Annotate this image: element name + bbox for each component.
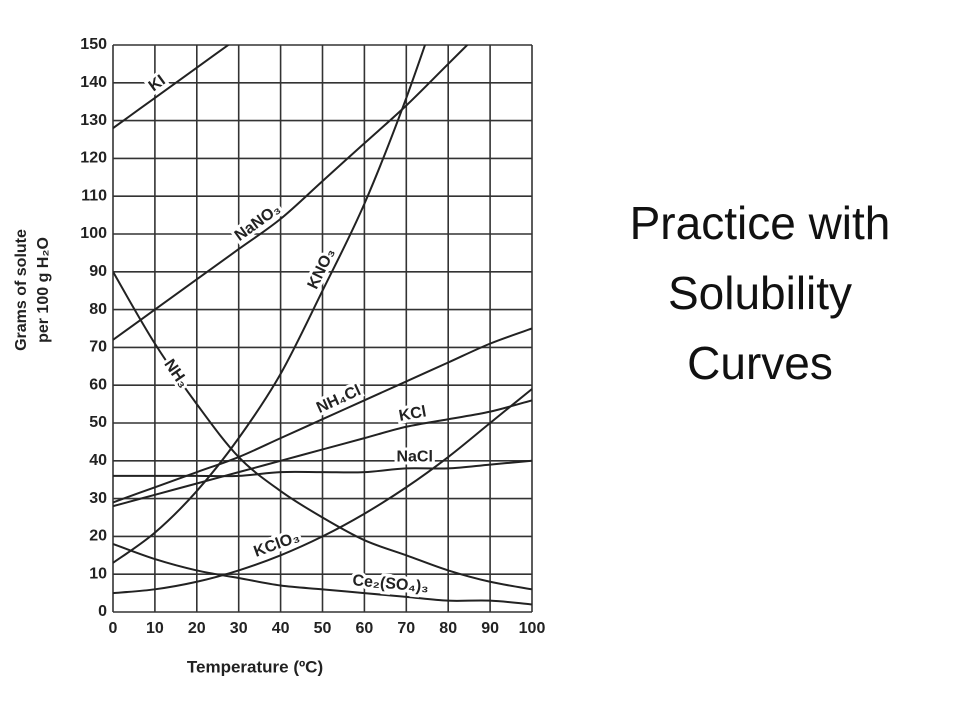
curve (113, 45, 469, 341)
y-axis-label: per 100 g H₂O (35, 237, 52, 343)
y-tick-label: 90 (89, 263, 107, 280)
x-axis-label: Temperature (ºC) (187, 657, 323, 676)
y-tick-label: 140 (80, 74, 107, 91)
x-tick-label: 50 (314, 620, 332, 637)
y-tick-label: 110 (81, 187, 107, 204)
chart: 0 10 20 30 40 50 60 70 80 90 100 110 120 130 140 150 0 10… (13, 36, 546, 676)
x-tick-label: 30 (230, 620, 248, 637)
x-tick-label: 100 (519, 620, 546, 637)
y-tick-label: 0 (98, 603, 107, 620)
x-tick-label: 20 (188, 620, 206, 637)
curve (113, 45, 230, 129)
y-tick-label: 30 (89, 490, 107, 507)
curve-label: KCl (398, 403, 428, 425)
curve (113, 543, 532, 606)
y-axis-label: Grams of solute (13, 229, 30, 351)
y-tick-label: 10 (89, 565, 107, 582)
y-tick-label: 150 (80, 36, 107, 53)
x-tick-label: 40 (272, 620, 290, 637)
y-tick-label: 60 (89, 376, 107, 393)
y-tick-label: 20 (89, 528, 107, 545)
x-tick-label: 0 (109, 620, 118, 637)
curve (113, 388, 532, 595)
y-tick-label: 80 (89, 301, 107, 318)
curve (113, 459, 532, 478)
x-tick-label: 80 (439, 620, 457, 637)
y-tick-label: 130 (80, 112, 107, 129)
curve (113, 399, 532, 508)
slide-title: Practice with Solubility Curves (629, 197, 891, 389)
curves (113, 45, 532, 606)
x-tick-label: 10 (146, 620, 164, 637)
y-tick-label: 50 (89, 414, 107, 431)
curve-label: NaCl (396, 449, 432, 466)
x-tick-label: 60 (356, 620, 374, 637)
x-tick-label: 90 (481, 620, 499, 637)
curve (113, 271, 532, 591)
y-tick-label: 120 (80, 150, 107, 167)
y-tick-label: 40 (89, 452, 107, 469)
x-tick-label: 70 (397, 620, 415, 637)
y-tick-label: 100 (80, 225, 107, 242)
grid (112, 44, 533, 613)
curve (113, 45, 427, 564)
y-tick-label: 70 (89, 339, 107, 356)
